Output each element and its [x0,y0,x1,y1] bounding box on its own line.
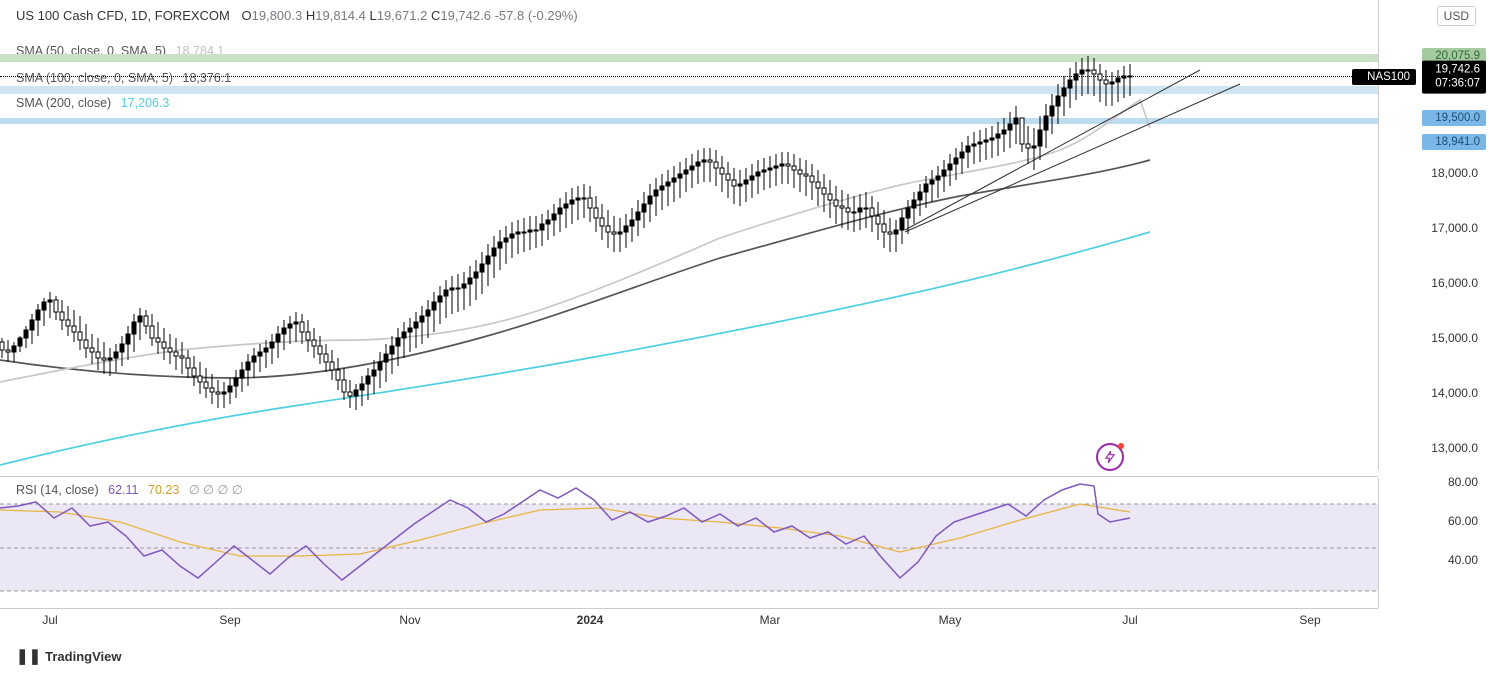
rsi-chart[interactable] [0,478,1378,608]
price-label: 19,742.607:36:07 [1422,61,1486,94]
time-tick: Jul [42,613,57,627]
flash-icon[interactable] [1096,443,1124,471]
rsi-signal-value: 70.23 [148,483,179,497]
rsi-tick: 40.00 [1448,553,1478,567]
time-tick: Sep [1299,613,1320,627]
price-axis[interactable]: 18,000.0 17,000.0 16,000.0 15,000.0 14,000.0… [1378,0,1488,470]
time-axis[interactable]: Jul Sep Nov 2024 Mar May Jul Sep [0,608,1378,638]
price-tick: 15,000.0 [1431,331,1478,345]
symbol-tag: NAS100 [1352,69,1416,85]
rsi-tick: 60.00 [1448,514,1478,528]
price-tick: 17,000.0 [1431,221,1478,235]
panel-divider [0,476,1378,477]
price-tick: 16,000.0 [1431,276,1478,290]
tv-icon: ❚❚ [16,648,41,665]
time-tick: Nov [399,613,420,627]
chart-container: US 100 Cash CFD, 1D, FOREXCOM O19,800.3 … [0,0,1488,681]
time-tick: 2024 [577,613,604,627]
price-tick: 14,000.0 [1431,386,1478,400]
price-label: 18,941.0 [1422,134,1486,150]
rsi-tick: 80.00 [1448,475,1478,489]
rsi-header[interactable]: RSI (14, close) 62.11 70.23 ∅ ∅ ∅ ∅ [16,482,243,497]
time-tick: Mar [760,613,781,627]
price-tick: 13,000.0 [1431,441,1478,455]
rsi-value: 62.11 [108,483,138,497]
price-tick: 18,000.0 [1431,166,1478,180]
rsi-axis[interactable]: 80.00 60.00 40.00 [1378,478,1488,608]
time-tick: May [939,613,962,627]
price-chart[interactable] [0,0,1378,470]
time-tick: Jul [1122,613,1137,627]
tradingview-logo[interactable]: ❚❚TradingView [16,647,121,665]
time-tick: Sep [219,613,240,627]
price-label: 19,500.0 [1422,110,1486,126]
